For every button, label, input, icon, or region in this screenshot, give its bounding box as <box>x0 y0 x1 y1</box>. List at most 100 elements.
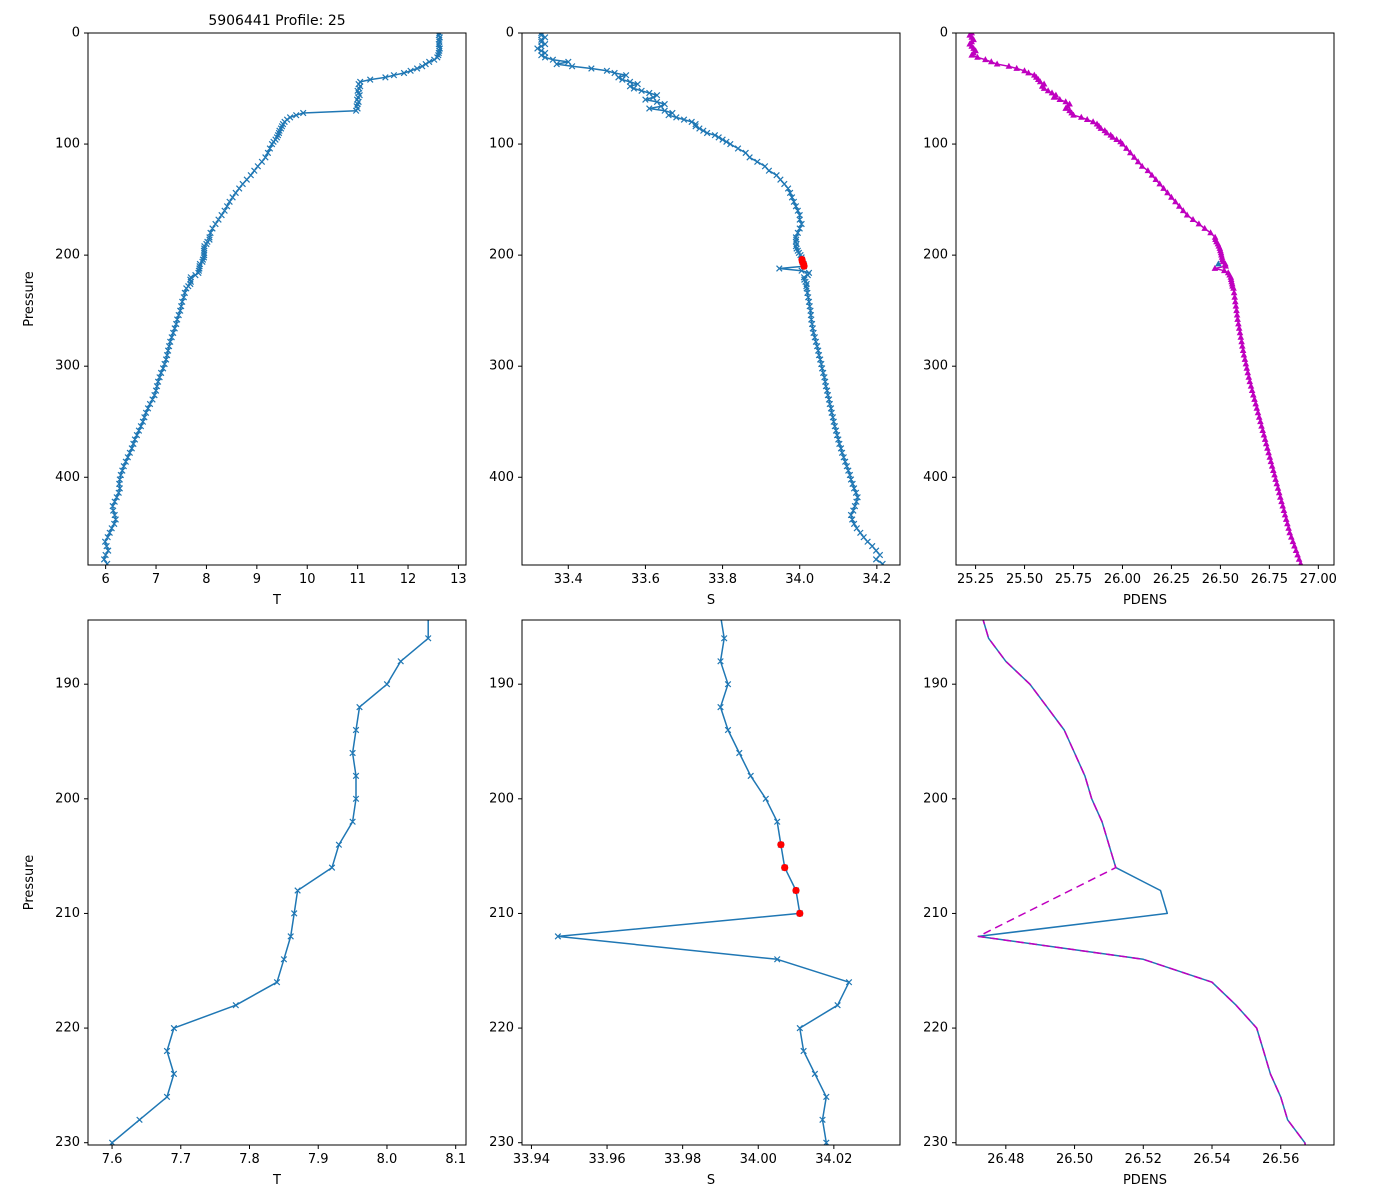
axes-border <box>87 619 467 1146</box>
axes-border <box>87 32 467 566</box>
axes-border <box>955 32 1335 566</box>
x-tick-label: 33.4 <box>554 572 583 587</box>
y-tick-label: 220 <box>489 1021 514 1036</box>
x-tick-label: 34.02 <box>815 1152 852 1167</box>
x-axis-label: S <box>707 1173 715 1188</box>
x-tick-label: 8.0 <box>377 1152 398 1167</box>
y-tick-label: 100 <box>489 137 514 152</box>
x-axis-label: PDENS <box>1123 593 1167 608</box>
y-tick-label: 0 <box>506 26 514 41</box>
x-tick-label: 26.25 <box>1153 572 1190 587</box>
subplot-salinity-zoom: 33.94 33.96 33.98 34.00 34.02 190 200 210 220 230… <box>489 619 901 1188</box>
x-tick-label: 7.7 <box>170 1152 191 1167</box>
x-tick-label: 26.50 <box>1202 572 1239 587</box>
axis-decorations: 33.94 33.96 33.98 34.00 34.02 190 200 210 220 230… <box>489 677 852 1188</box>
x-tick-label: 13 <box>450 572 467 587</box>
dot-marker <box>777 841 785 849</box>
y-tick-label: 210 <box>923 906 948 921</box>
y-tick-label: 200 <box>489 791 514 806</box>
x-tick-label: 26.50 <box>1056 1152 1093 1167</box>
x-axis-label: PDENS <box>1123 1173 1167 1188</box>
y-tick-label: 300 <box>55 359 80 374</box>
x-tick-label: 33.8 <box>708 572 737 587</box>
axis-decorations: 6 7 8 9 10 11 12 13 0 100 200 300 400 T Pressure 590644… <box>22 13 467 608</box>
series-salinity <box>534 33 886 565</box>
x-axis-label: S <box>707 593 715 608</box>
triangle-markers <box>966 33 1304 565</box>
x-tick-label: 34.00 <box>740 1152 777 1167</box>
y-tick-label: 200 <box>55 248 80 263</box>
y-tick-label: 400 <box>923 470 948 485</box>
x-tick-label: 34.0 <box>785 572 814 587</box>
axis-decorations: 7.6 7.7 7.8 7.9 8.0 8.1 190 200 210 220 230 T Pressu… <box>22 677 466 1188</box>
triangle-markers <box>1215 260 1222 267</box>
x-tick-label: 7 <box>152 572 160 587</box>
y-axis-label: Pressure <box>22 855 37 911</box>
y-tick-label: 200 <box>923 791 948 806</box>
x-tick-label: 26.52 <box>1125 1152 1162 1167</box>
x-tick-label: 25.50 <box>1006 572 1043 587</box>
x-tick-label: 34.2 <box>862 572 891 587</box>
y-tick-label: 400 <box>489 470 514 485</box>
subplot-pdens-full: 25.25 25.50 25.75 26.00 26.25 26.50 26.75 27.00… <box>923 26 1337 608</box>
x-tick-label: 26.56 <box>1262 1152 1299 1167</box>
y-tick-label: 400 <box>55 470 80 485</box>
y-tick-label: 190 <box>489 677 514 692</box>
subplot-temperature-full: 6 7 8 9 10 11 12 13 0 100 200 300 400 T Pressure 590644… <box>22 13 467 608</box>
x-axis-label: T <box>272 1173 281 1188</box>
y-axis-label: Pressure <box>22 271 37 327</box>
y-tick-label: 190 <box>55 677 80 692</box>
y-tick-label: 100 <box>923 137 948 152</box>
axis-decorations: 33.4 33.6 33.8 34.0 34.2 0 100 200 300 400 S <box>489 26 891 608</box>
dot-marker <box>800 262 808 270</box>
chart-title: 5906441 Profile: 25 <box>208 13 345 29</box>
series-flagged-pdens <box>1215 260 1222 267</box>
x-tick-label: 33.96 <box>588 1152 625 1167</box>
subplot-pdens-zoom: 26.48 26.50 26.52 26.54 26.56 190 200 210 220 230… <box>923 619 1335 1188</box>
x-tick-label: 33.6 <box>631 572 660 587</box>
x-markers <box>100 33 444 565</box>
x-tick-label: 10 <box>299 572 316 587</box>
x-tick-label: 25.25 <box>957 572 994 587</box>
x-tick-label: 9 <box>253 572 261 587</box>
x-tick-label: 26.00 <box>1104 572 1141 587</box>
plot-area <box>100 33 444 565</box>
y-tick-label: 300 <box>489 359 514 374</box>
axis-decorations: 25.25 25.50 25.75 26.00 26.25 26.50 26.75 27.00… <box>923 26 1337 608</box>
subplot-temperature-zoom: 7.6 7.7 7.8 7.9 8.0 8.1 190 200 210 220 230 T Pressu… <box>22 619 467 1188</box>
y-tick-label: 300 <box>923 359 948 374</box>
y-tick-label: 230 <box>489 1135 514 1150</box>
x-tick-label: 8.1 <box>445 1152 466 1167</box>
x-tick-label: 26.48 <box>987 1152 1024 1167</box>
axes-border <box>521 619 901 1146</box>
dot-marker <box>792 886 800 895</box>
x-tick-label: 8 <box>202 572 210 587</box>
dot-marker <box>796 909 804 917</box>
y-tick-label: 210 <box>55 906 80 921</box>
y-tick-label: 220 <box>55 1021 80 1036</box>
x-tick-label: 33.94 <box>513 1152 550 1167</box>
x-tick-label: 11 <box>349 572 366 587</box>
x-tick-label: 27.00 <box>1300 572 1337 587</box>
dot-marker <box>781 864 789 872</box>
axis-decorations: 26.48 26.50 26.52 26.54 26.56 190 200 210 220 230… <box>923 677 1299 1188</box>
x-tick-label: 33.98 <box>664 1152 701 1167</box>
series-flagged-salinity <box>798 256 808 270</box>
plot-area <box>966 33 1304 565</box>
y-tick-label: 230 <box>923 1135 948 1150</box>
x-tick-label: 7.9 <box>308 1152 329 1167</box>
series-potential-density <box>966 33 1304 565</box>
plot-area <box>534 33 886 565</box>
x-markers <box>534 33 886 565</box>
y-tick-label: 220 <box>923 1021 948 1036</box>
x-tick-label: 6 <box>101 572 109 587</box>
